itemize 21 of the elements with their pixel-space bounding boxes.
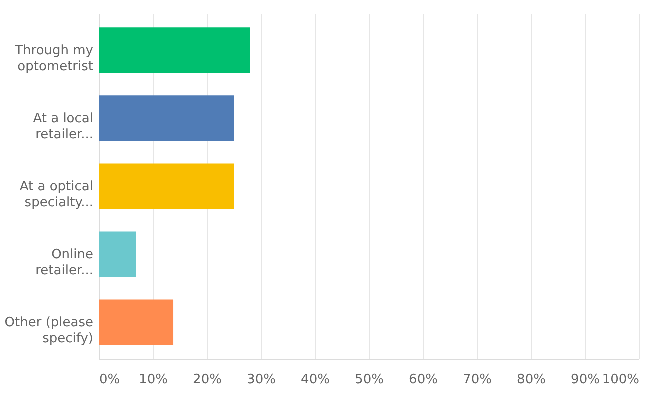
x-tick-label: 90% (571, 372, 600, 388)
x-tick-label: 0% (100, 372, 120, 388)
x-tick-label: 20% (193, 372, 222, 388)
bar (99, 232, 136, 278)
x-tick-label: 50% (355, 372, 384, 388)
bar (99, 96, 234, 142)
bar (99, 164, 234, 210)
x-tick-label: 40% (301, 372, 330, 388)
x-tick-label: 10% (139, 372, 168, 388)
x-tick-label: 100% (602, 372, 640, 388)
x-tick-label: 80% (517, 372, 546, 388)
x-tick-label: 70% (463, 372, 492, 388)
bar (99, 300, 174, 346)
x-tick-label: 30% (247, 372, 276, 388)
y-tick-label: At a optical specialty... (20, 180, 94, 210)
y-tick-label: Through my optometrist (14, 43, 94, 74)
bar (99, 28, 250, 74)
y-tick-label: Other (please specify) (4, 316, 94, 347)
x-tick-label: 60% (409, 372, 438, 388)
y-tick-label: Online retailer... (36, 248, 94, 279)
y-tick-label: At a local retailer... (33, 111, 94, 142)
